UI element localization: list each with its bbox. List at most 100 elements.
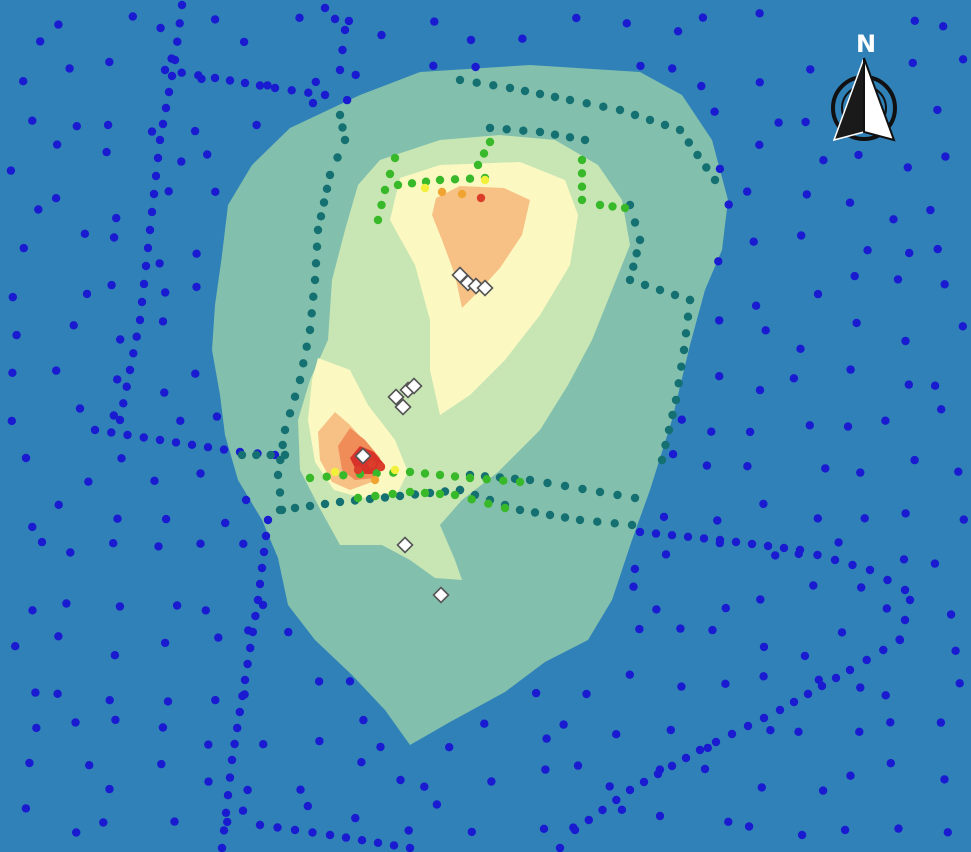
sample-point bbox=[660, 120, 670, 130]
sample-point bbox=[677, 362, 686, 371]
sample-point bbox=[299, 359, 308, 368]
sample-point bbox=[275, 488, 285, 497]
sample-point bbox=[797, 830, 807, 840]
diamond-marker-icon bbox=[394, 398, 412, 416]
sample-point bbox=[661, 550, 671, 559]
sample-point bbox=[900, 615, 910, 625]
sample-point bbox=[119, 399, 128, 408]
sample-point bbox=[177, 68, 186, 77]
sample-point bbox=[335, 65, 345, 75]
sample-point bbox=[190, 126, 200, 136]
sample-point bbox=[472, 78, 481, 87]
sample-point bbox=[848, 560, 857, 570]
sample-point bbox=[112, 213, 121, 223]
sample-point bbox=[699, 534, 709, 543]
sample-point bbox=[69, 321, 78, 330]
sample-point bbox=[113, 375, 122, 384]
sample-point bbox=[373, 838, 383, 847]
sample-point bbox=[157, 759, 166, 769]
sample-point bbox=[243, 659, 252, 669]
sample-point bbox=[715, 372, 724, 381]
sample-point bbox=[685, 295, 695, 305]
sample-point bbox=[519, 126, 528, 135]
sample-point bbox=[881, 416, 890, 425]
sample-point bbox=[668, 410, 677, 420]
sample-point bbox=[251, 611, 260, 621]
sample-point bbox=[322, 184, 332, 193]
sample-point bbox=[12, 330, 21, 340]
sample-point bbox=[154, 542, 163, 551]
sample-point bbox=[420, 183, 430, 193]
sample-point bbox=[445, 743, 454, 752]
sample-point bbox=[531, 688, 541, 698]
sample-point bbox=[340, 135, 350, 145]
sample-point bbox=[420, 782, 429, 791]
sample-point bbox=[255, 820, 265, 830]
sample-point bbox=[395, 491, 405, 501]
sample-point bbox=[187, 440, 197, 449]
sample-point bbox=[287, 86, 296, 95]
sample-point bbox=[745, 427, 755, 437]
sample-point bbox=[852, 318, 861, 328]
sample-point bbox=[125, 365, 135, 375]
sample-point bbox=[367, 459, 377, 469]
sample-point bbox=[580, 135, 590, 145]
sample-point bbox=[766, 726, 775, 735]
sample-point bbox=[296, 785, 305, 794]
sample-point bbox=[153, 153, 163, 163]
sample-point bbox=[338, 45, 347, 55]
sample-point bbox=[257, 563, 267, 573]
sample-point bbox=[170, 817, 179, 826]
sample-point bbox=[632, 249, 641, 258]
sample-point bbox=[429, 61, 438, 70]
sample-point bbox=[886, 718, 895, 727]
sample-point bbox=[28, 522, 37, 532]
sample-point bbox=[570, 825, 580, 835]
sample-point bbox=[194, 71, 203, 80]
sample-point bbox=[405, 487, 415, 497]
sample-point bbox=[357, 758, 366, 767]
sample-point bbox=[66, 548, 75, 557]
sample-point bbox=[667, 531, 677, 540]
sample-point bbox=[489, 81, 498, 90]
sample-point bbox=[285, 409, 295, 418]
sample-point bbox=[270, 83, 280, 93]
sample-point bbox=[53, 689, 62, 698]
sample-point bbox=[372, 469, 381, 478]
sample-point bbox=[147, 127, 157, 136]
sample-point bbox=[673, 27, 683, 36]
sample-point bbox=[407, 179, 417, 188]
diamond-marker-icon bbox=[476, 279, 494, 297]
sample-point bbox=[577, 182, 587, 191]
diamond-marker-icon bbox=[354, 447, 372, 465]
sample-point bbox=[958, 55, 968, 64]
sample-point bbox=[217, 843, 227, 852]
sample-point bbox=[751, 301, 761, 310]
sample-point bbox=[759, 642, 769, 652]
sample-point bbox=[900, 585, 910, 595]
sample-point bbox=[901, 509, 910, 518]
sample-point bbox=[248, 627, 257, 637]
sample-point bbox=[304, 88, 313, 97]
sample-point bbox=[295, 13, 304, 22]
sample-point bbox=[693, 150, 702, 160]
sample-point bbox=[192, 249, 201, 258]
sample-point bbox=[622, 19, 631, 28]
sample-point bbox=[450, 472, 460, 481]
sample-point bbox=[211, 187, 220, 196]
sample-points bbox=[6, 0, 968, 852]
sample-point bbox=[303, 801, 312, 811]
sample-point bbox=[959, 515, 968, 524]
sample-point bbox=[710, 107, 719, 116]
sample-point bbox=[670, 290, 680, 300]
sample-point bbox=[480, 719, 489, 728]
sample-point bbox=[147, 207, 157, 217]
sample-point bbox=[405, 467, 415, 477]
sample-point bbox=[284, 627, 293, 637]
sample-point bbox=[515, 477, 525, 487]
sample-point bbox=[710, 175, 720, 185]
sample-point bbox=[233, 723, 242, 733]
sample-point bbox=[744, 822, 754, 831]
